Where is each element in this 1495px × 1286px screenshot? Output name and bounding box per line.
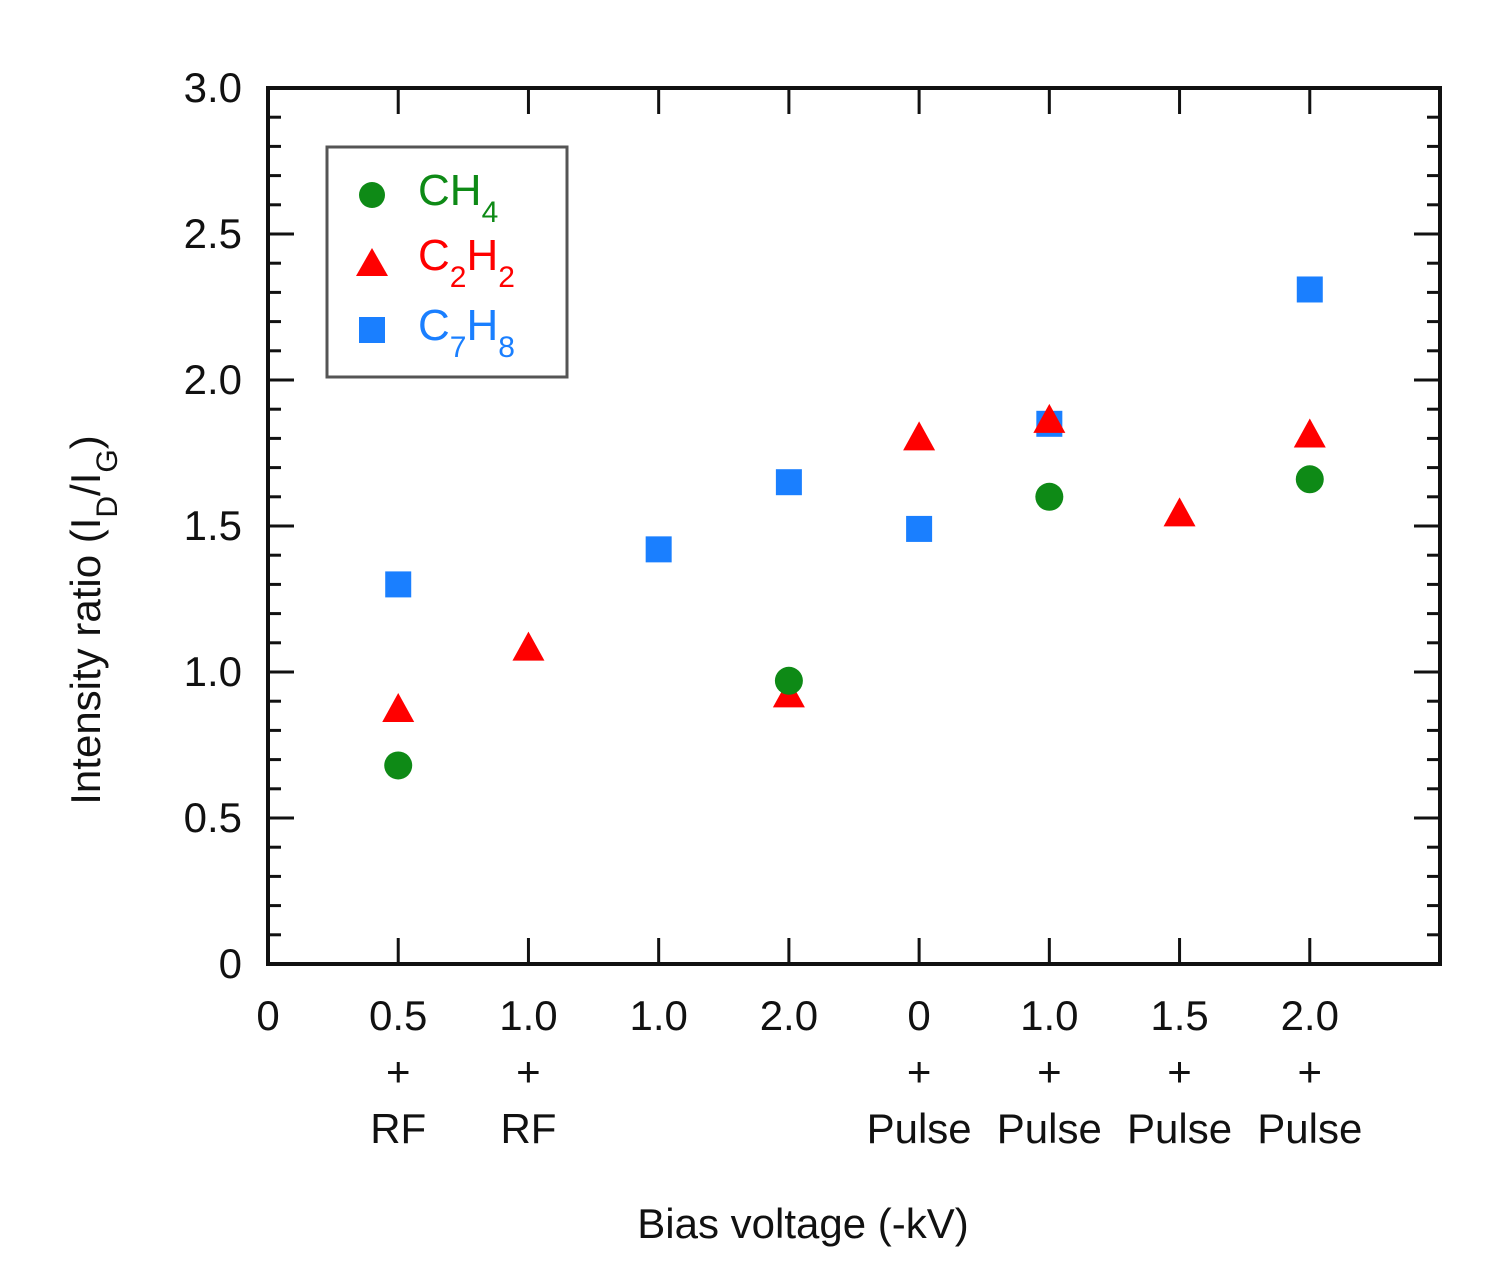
point-c2h2 [903, 421, 936, 451]
x-tick-label-value: 1.5 [1150, 992, 1208, 1039]
legend-item-ch4: CH4 [359, 166, 498, 229]
y-tick-label: 2.5 [184, 210, 242, 257]
legend-c7h8-s1: 7 [450, 331, 467, 364]
legend-label-c7h8: C7H8 [418, 301, 515, 364]
point-ch4 [384, 751, 413, 780]
x-tick-label-value: 1.0 [629, 992, 687, 1039]
x-tick-label-mode: RF [370, 1105, 426, 1152]
x-tick-label-plus: + [1298, 1048, 1323, 1095]
x-tick-label-mode: RF [500, 1105, 556, 1152]
legend-c7h8-b: H [466, 301, 498, 350]
y-tick-labels: 0 0.5 1.0 1.5 2.0 2.5 3.0 [184, 64, 242, 987]
y-tick-label: 1.0 [184, 648, 242, 695]
legend-c7h8-s2: 8 [498, 331, 515, 364]
legend-c2h2-s1: 2 [450, 261, 467, 294]
legend: CH4 C2H2 C7H8 [325, 145, 569, 379]
x-tick-label-plus: + [1167, 1048, 1192, 1095]
x-tick-label-value: 0 [907, 992, 930, 1039]
x-tick-label-plus: + [907, 1048, 932, 1095]
point-c2h2 [1163, 497, 1196, 527]
legend-c2h2-s2: 2 [498, 261, 515, 294]
legend-circle-icon [359, 182, 385, 208]
legend-c2h2-a: C [418, 231, 450, 280]
point-ch4 [1035, 482, 1064, 511]
point-c7h8 [645, 536, 672, 563]
legend-label-ch4: CH4 [418, 166, 498, 229]
y-tick-label: 0 [219, 940, 242, 987]
legend-c7h8-a: C [418, 301, 450, 350]
legend-c2h2-b: H [466, 231, 498, 280]
plot-frame [266, 86, 1442, 966]
y-tick-label: 0.5 [184, 794, 242, 841]
legend-ch4-a: CH [418, 166, 482, 215]
x-tick-label-plus: + [386, 1048, 411, 1095]
y-tick-label: 2.0 [184, 356, 242, 403]
legend-item-c2h2: C2H2 [356, 231, 515, 294]
point-ch4 [1295, 465, 1324, 494]
point-c7h8 [775, 469, 802, 496]
y-axis-title-end: ) [62, 435, 109, 449]
x-tick-label-value: 1.0 [1020, 992, 1078, 1039]
y-axis-title-main: Intensity ratio (I [62, 518, 109, 805]
x-tick-label-value: 0.5 [369, 992, 427, 1039]
y-axis-title-sub1: D [91, 496, 124, 518]
y-axis-title: Intensity ratio (ID/IG) [62, 435, 124, 804]
legend-ch4-s1: 4 [482, 196, 499, 229]
x-tick-label-plus: + [516, 1048, 541, 1095]
data-points [382, 276, 1326, 780]
x-tick-labels: 0 0.5 + RF 1.0 + RF 1.0 2.0 0 + Pulse 1.0 + Pulse 1.5 + P… [256, 992, 1362, 1152]
x-tick-label-mode: Pulse [997, 1105, 1102, 1152]
point-c2h2 [1293, 418, 1326, 448]
x-tick-label-mode: Pulse [867, 1105, 972, 1152]
x-tick-label-zero: 0 [256, 992, 279, 1039]
legend-square-icon [359, 317, 385, 343]
y-axis-title-mid: /I [62, 473, 109, 496]
y-axis-title-sub2: G [91, 449, 124, 472]
x-tick-label-value: 1.0 [499, 992, 557, 1039]
y-tick-label: 1.5 [184, 502, 242, 549]
legend-item-c7h8: C7H8 [359, 301, 515, 364]
x-tick-label-mode: Pulse [1257, 1105, 1362, 1152]
y-tick-label: 3.0 [184, 64, 242, 111]
x-tick-label-mode: Pulse [1127, 1105, 1232, 1152]
point-c7h8 [1296, 276, 1323, 303]
point-ch4 [774, 666, 803, 695]
point-c2h2 [382, 692, 415, 722]
point-c2h2 [1033, 403, 1066, 433]
x-axis-title: Bias voltage (-kV) [637, 1200, 968, 1247]
x-tick-label-value: 2.0 [760, 992, 818, 1039]
x-tick-label-value: 2.0 [1281, 992, 1339, 1039]
point-c7h8 [385, 571, 412, 598]
x-tick-label-plus: + [1037, 1048, 1062, 1095]
legend-label-c2h2: C2H2 [418, 231, 515, 294]
point-c2h2 [512, 631, 545, 661]
legend-triangle-icon [356, 248, 388, 276]
point-c7h8 [906, 515, 933, 542]
